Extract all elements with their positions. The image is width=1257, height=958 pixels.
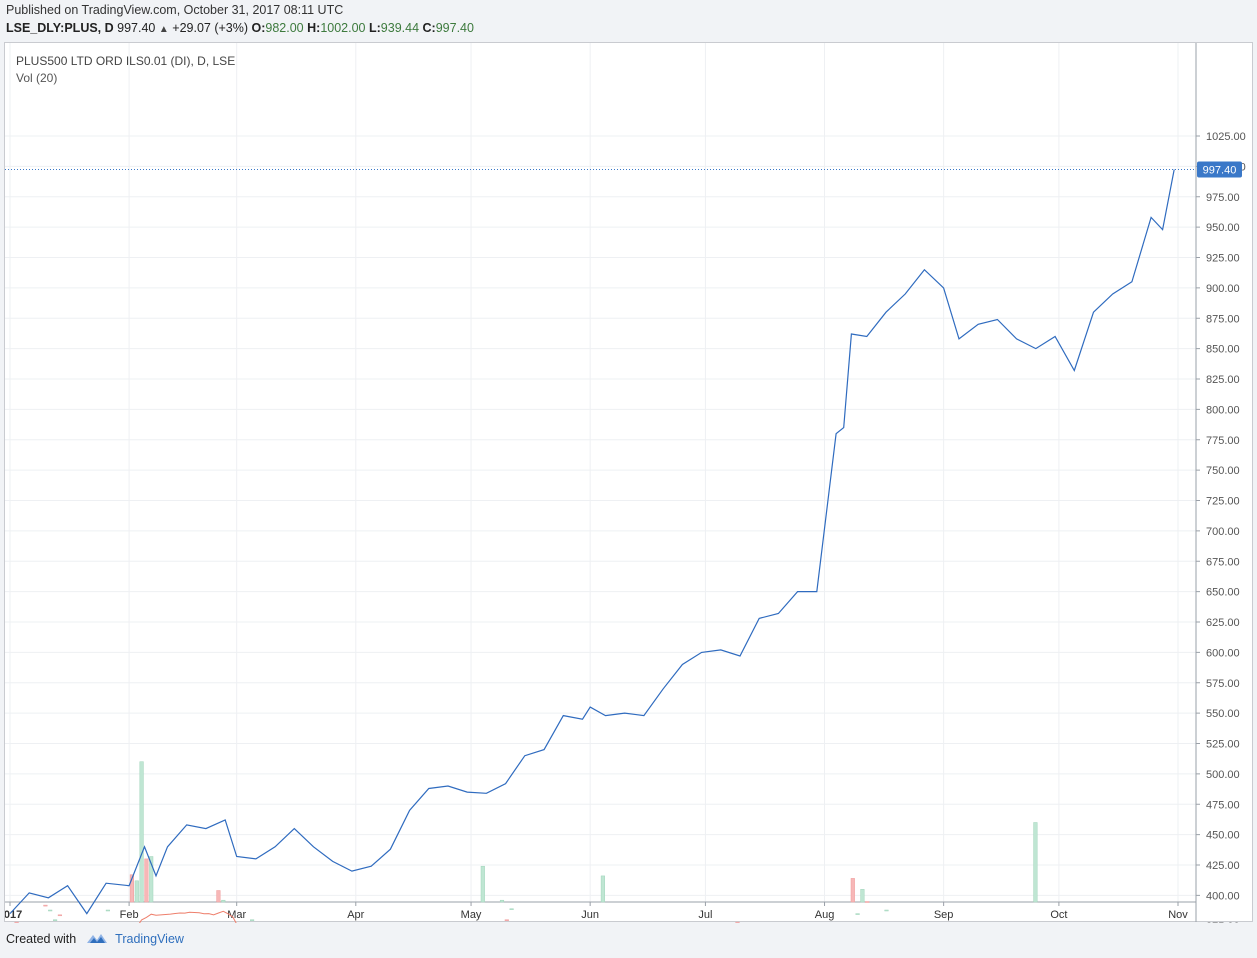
x-tick-label: Jun [581,909,599,921]
volume-ma-line [138,910,237,923]
y-tick-label: 400.00 [1206,890,1240,902]
last-price-tag [1197,161,1242,178]
low-label: L: [368,21,381,35]
y-tick-label: 675.00 [1206,556,1240,568]
volume-bar [855,913,860,915]
y-tick-label: 875.00 [1206,313,1240,325]
y-tick-label: 600.00 [1206,647,1240,659]
y-tick-label: 1025.00 [1206,131,1246,143]
price-line [9,169,1175,915]
y-tick-label: 525.00 [1206,739,1240,751]
volume-bar [144,858,149,903]
ohlc-line: LSE_DLY:PLUS, D 997.40 ▲ +29.07 (+3%) O:… [6,21,474,35]
volume-bar [509,908,514,910]
x-tick-label: May [461,909,482,921]
volume-bar [139,761,144,903]
last-price-tag-label: 997.40 [1203,165,1237,177]
volume-legend: Vol (20) [16,71,58,85]
volume-bar [14,921,19,923]
volume-bar [134,880,139,903]
y-tick-label: 850.00 [1206,344,1240,356]
up-arrow-icon: ▲ [158,24,169,35]
y-tick-label: 725.00 [1206,496,1240,508]
volume-bar [250,919,255,921]
x-tick-label: Jul [698,909,712,921]
volume-bar [499,899,505,903]
price-change: +29.07 (+3%) [172,21,249,35]
volume-bar [865,901,870,903]
volume-bar [53,919,58,921]
high-value: 1002.00 [320,21,366,35]
volume-bar [1033,822,1038,903]
y-tick-label: 950.00 [1206,222,1240,234]
y-tick-label: 775.00 [1206,435,1240,447]
volume-bar [480,865,485,903]
x-tick-label: Feb [120,909,139,921]
volume-bar [129,874,134,903]
high-label: H: [307,21,321,35]
y-tick-label: 550.00 [1206,708,1240,720]
footer: Created with TradingView [6,932,184,947]
volume-bar [860,889,865,903]
x-tick-label: Sep [934,909,954,921]
y-tick-label: 925.00 [1206,253,1240,265]
y-tick-label: 475.00 [1206,799,1240,811]
symbol-label: LSE_DLY:PLUS, D [6,21,114,35]
volume-bar [600,875,605,903]
volume-bar [884,909,889,912]
x-tick-label: Oct [1050,909,1067,921]
chart-legend-title: PLUS500 LTD ORD ILS0.01 (DI), D, LSE [16,54,236,68]
x-tick-label: Aug [815,909,835,921]
y-tick-label: 650.00 [1206,587,1240,599]
volume-bar [149,856,154,903]
y-tick-label: 900.00 [1206,283,1240,295]
low-value: 939.44 [380,21,420,35]
volume-bar [48,909,53,912]
y-tick-label: 425.00 [1206,860,1240,872]
y-tick-label: 750.00 [1206,465,1240,477]
volume-bar [57,914,62,917]
x-tick-label: Nov [1168,909,1188,921]
volume-bar [850,878,855,903]
volume-bar [221,899,226,903]
x-tick-label: 2017 [5,909,22,921]
volume-bar [105,909,110,912]
y-tick-label: 625.00 [1206,617,1240,629]
last-price: 997.40 [117,21,156,35]
y-tick-label: 450.00 [1206,830,1240,842]
y-tick-label: 825.00 [1206,374,1240,386]
y-tick-label: 800.00 [1206,404,1240,416]
y-tick-label: 500.00 [1206,769,1240,781]
open-value: 982.00 [265,21,304,35]
open-label: O: [251,21,266,35]
close-value: 997.40 [435,21,474,35]
x-tick-label: Apr [347,909,364,921]
created-with-label: Created with [6,932,77,946]
chart-panel[interactable]: 1025.001000.00975.00950.00925.00900.0087… [4,42,1254,923]
tradingview-logo-icon [86,932,108,947]
close-label: C: [422,21,436,35]
tradingview-link[interactable]: TradingView [115,932,184,946]
volume-bar [216,890,221,903]
y-tick-label: 975.00 [1206,192,1240,204]
volume-bar [504,919,509,921]
published-line: Published on TradingView.com, October 31… [6,3,344,17]
y-tick-label: 700.00 [1206,526,1240,538]
y-tick-label: 375.00 [1206,921,1240,923]
volume-bar [735,921,740,923]
price-chart[interactable]: 1025.001000.00975.00950.00925.00900.0087… [5,43,1254,923]
y-tick-label: 575.00 [1206,678,1240,690]
volume-bar [43,904,48,907]
x-tick-label: Mar [227,909,246,921]
